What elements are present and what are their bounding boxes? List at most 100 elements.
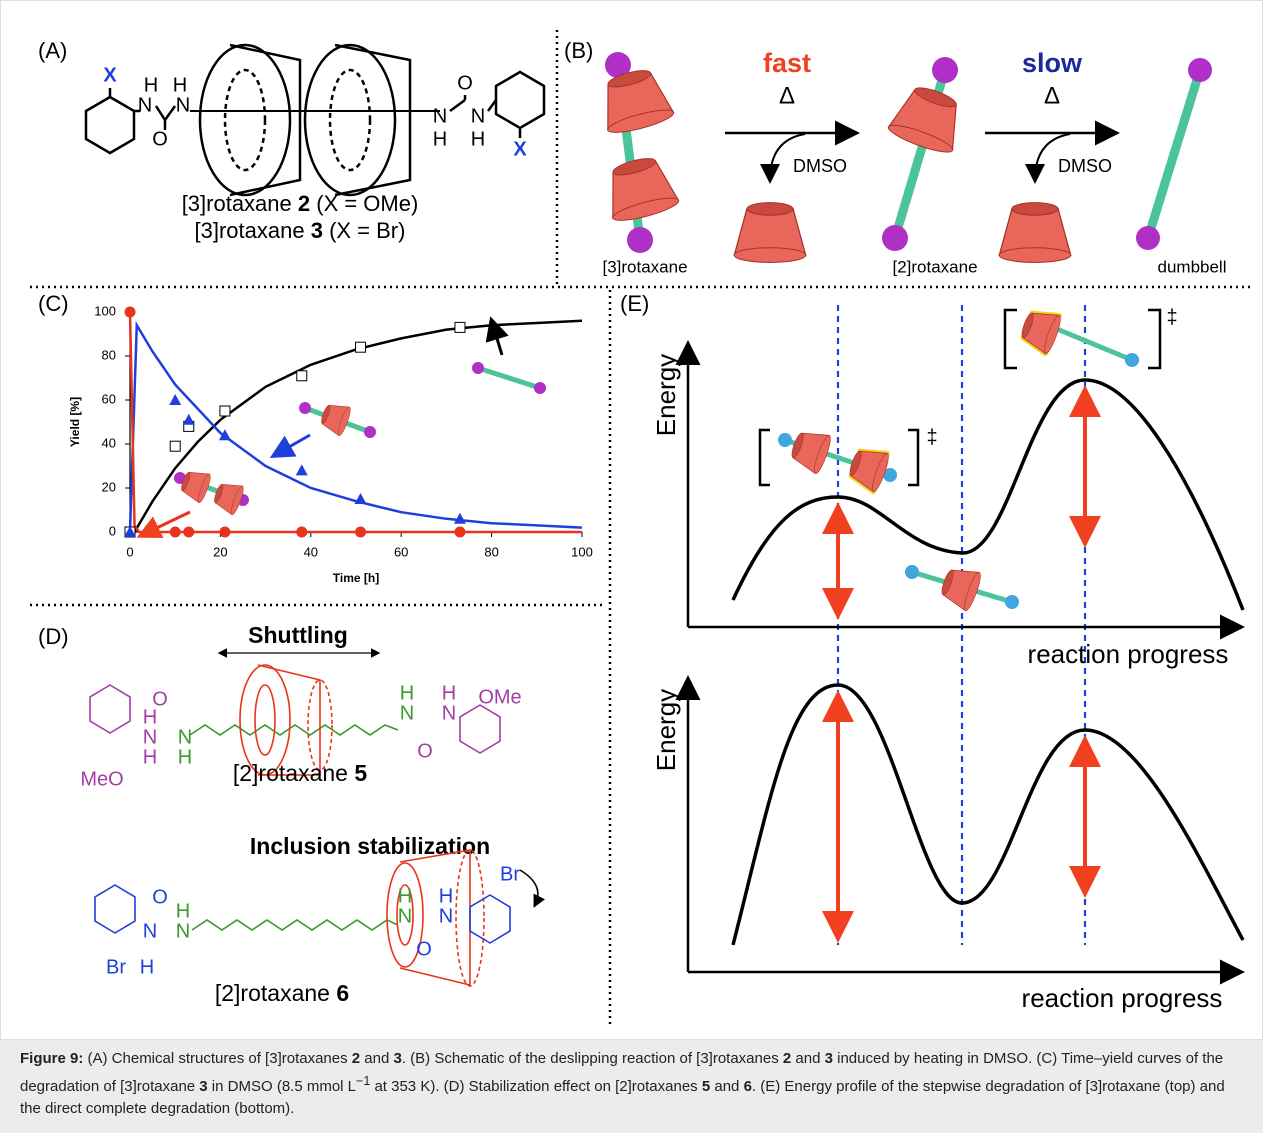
y-tick-label: 20 bbox=[102, 479, 116, 494]
transition-state: ‡ bbox=[1166, 306, 1177, 328]
atom: OMe bbox=[478, 686, 521, 708]
caption-text: . (B) Schematic of the deslipping reacti… bbox=[402, 1050, 783, 1067]
atom: N bbox=[178, 726, 192, 748]
y-tick-label: 60 bbox=[102, 391, 116, 406]
transition-state: ‡ bbox=[926, 426, 937, 448]
atom: O bbox=[152, 128, 168, 150]
atom: N bbox=[442, 702, 456, 724]
species: [2]rotaxane bbox=[892, 257, 977, 276]
compound-name: [2]rotaxane 6 bbox=[215, 980, 349, 1006]
cyclodextrin bbox=[600, 152, 680, 225]
atom: X bbox=[103, 64, 117, 86]
stopper bbox=[932, 57, 958, 83]
data-point bbox=[296, 464, 308, 475]
atom: Br bbox=[106, 956, 126, 978]
atom: H bbox=[140, 956, 154, 978]
cyclodextrin bbox=[318, 399, 353, 437]
stopper bbox=[534, 382, 546, 394]
data-point bbox=[219, 527, 230, 538]
stopper bbox=[1136, 226, 1160, 250]
arrow bbox=[275, 435, 310, 455]
atom: H bbox=[176, 900, 190, 922]
axis-label: reaction progress bbox=[1022, 983, 1223, 1013]
stopper bbox=[627, 227, 653, 253]
atom: H bbox=[433, 128, 447, 150]
y-tick-label: 40 bbox=[102, 435, 116, 450]
atom: H bbox=[173, 74, 187, 96]
data-point bbox=[455, 322, 465, 332]
heading: Shuttling bbox=[248, 622, 348, 648]
x-tick-label: 0 bbox=[126, 544, 133, 559]
y-tick-label: 0 bbox=[109, 523, 116, 538]
heat-symbol: Δ bbox=[779, 82, 795, 109]
cone-rim bbox=[747, 203, 793, 216]
caption-text: −1 bbox=[356, 1074, 370, 1088]
rate-label: fast bbox=[763, 48, 811, 78]
stopper bbox=[299, 402, 311, 414]
cone-rim bbox=[1012, 203, 1058, 216]
panel-label: (E) bbox=[620, 291, 649, 316]
figure-canvas: (A) X H N H N O N H O N H X [3]rotaxane … bbox=[0, 0, 1263, 1040]
atom: N bbox=[439, 905, 453, 927]
atom: N bbox=[143, 726, 157, 748]
atom: O bbox=[417, 740, 433, 762]
solvent: DMSO bbox=[793, 156, 847, 176]
data-point bbox=[183, 414, 195, 425]
atom: N bbox=[471, 105, 485, 127]
atom: O bbox=[152, 886, 168, 908]
heading: Inclusion stabilization bbox=[250, 833, 490, 859]
data-point bbox=[169, 394, 181, 405]
caption-text: 3 bbox=[825, 1050, 833, 1067]
caption-text: and bbox=[791, 1050, 824, 1067]
x-tick-label: 60 bbox=[394, 544, 408, 559]
atom: N bbox=[176, 94, 190, 116]
structure-6 bbox=[95, 850, 538, 986]
species: [3]rotaxane bbox=[602, 257, 687, 276]
atom: O bbox=[416, 938, 432, 960]
data-point bbox=[297, 371, 307, 381]
atom: H bbox=[398, 885, 412, 907]
stopper bbox=[1188, 58, 1212, 82]
y-tick-label: 80 bbox=[102, 347, 116, 362]
atom: H bbox=[178, 746, 192, 768]
data-point bbox=[355, 493, 367, 504]
atom: N bbox=[433, 105, 447, 127]
atom: H bbox=[400, 682, 414, 704]
atom: X bbox=[513, 138, 527, 160]
caption-text: Figure 9: bbox=[20, 1050, 83, 1067]
axis-label: reaction progress bbox=[1028, 639, 1229, 669]
panel-label: (B) bbox=[564, 38, 593, 63]
data-point bbox=[296, 527, 307, 538]
axle bbox=[478, 368, 540, 388]
atom: N bbox=[176, 920, 190, 942]
data-point bbox=[170, 527, 181, 538]
compound-name: [3]rotaxane 2 (X = OMe) bbox=[182, 191, 419, 216]
axis-label: Energy bbox=[651, 354, 681, 436]
x-tick-label: 40 bbox=[304, 544, 318, 559]
stopper bbox=[905, 565, 919, 579]
axle bbox=[1148, 70, 1200, 238]
atom: N bbox=[138, 94, 152, 116]
atom: H bbox=[439, 885, 453, 907]
species: dumbbell bbox=[1158, 257, 1227, 276]
heat-symbol: Δ bbox=[1044, 82, 1060, 109]
stopper bbox=[472, 362, 484, 374]
cone-rim bbox=[999, 248, 1070, 263]
cyclodextrin bbox=[178, 466, 213, 504]
data-point bbox=[220, 406, 230, 416]
x-tick-label: 100 bbox=[571, 544, 593, 559]
cyclodextrin bbox=[845, 443, 891, 493]
cone-rim bbox=[734, 248, 805, 263]
cyclodextrin bbox=[734, 203, 805, 263]
atom: N bbox=[143, 920, 157, 942]
arrow bbox=[492, 322, 502, 355]
stopper bbox=[778, 433, 792, 447]
panel-label: (C) bbox=[38, 291, 69, 316]
cyclodextrin bbox=[787, 425, 833, 475]
caption: Figure 9: (A) Chemical structures of [3]… bbox=[0, 1040, 1263, 1133]
caption-text: 5 bbox=[702, 1078, 710, 1095]
y-axis-label: Yield [%] bbox=[68, 397, 82, 447]
panel-label: (D) bbox=[38, 624, 69, 649]
caption-text: 2 bbox=[352, 1050, 360, 1067]
